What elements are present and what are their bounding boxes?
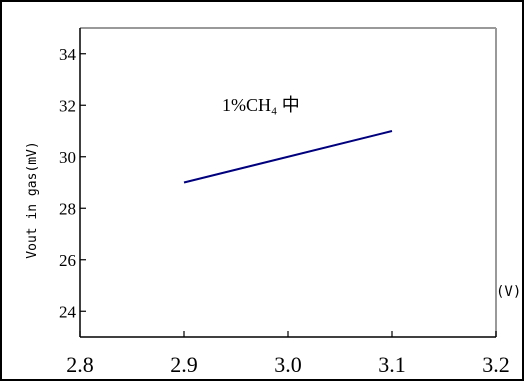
x-tick-label: 3.0: [274, 352, 302, 377]
y-ticks: 24 26 28 30 32 34: [59, 45, 86, 321]
y-tick-label: 32: [59, 96, 76, 115]
x-axis-label: (V): [496, 284, 521, 300]
y-tick-label: 28: [59, 199, 76, 218]
y-axis-label: Vout in gas(mV): [25, 141, 40, 258]
y-tick-label: 34: [59, 45, 77, 64]
chart-title: 1%CH₄ 中: [222, 95, 300, 115]
y-tick-label: 26: [59, 251, 76, 270]
x-tick-label: 3.1: [378, 352, 406, 377]
x-tick-label: 3.2: [482, 352, 510, 377]
x-ticks: 2.8 2.9 3.0 3.1 3.2: [66, 331, 510, 377]
x-tick-label: 2.8: [66, 352, 94, 377]
y-tick-label: 24: [59, 302, 77, 321]
series-layer: [183, 130, 393, 184]
series-line: [183, 130, 393, 184]
y-tick-label: 30: [59, 148, 76, 167]
x-tick-label: 2.9: [170, 352, 198, 377]
